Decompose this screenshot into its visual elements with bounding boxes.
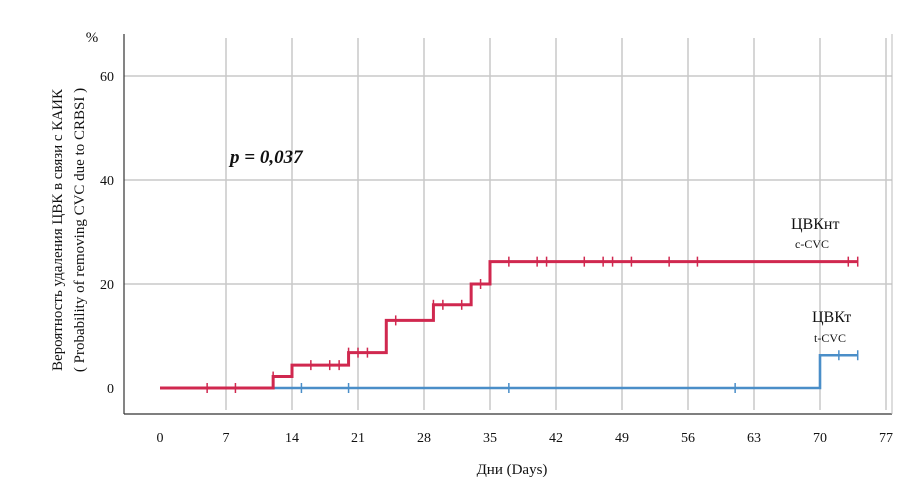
legend-cvc-t-main: ЦВКт [812, 309, 851, 326]
x-tick-label: 7 [223, 431, 230, 446]
x-tick-labels: 0 7 14 21 28 35 42 49 56 63 70 77 [157, 431, 894, 446]
x-tick-label: 21 [351, 431, 365, 446]
y-tick-label: 20 [100, 278, 114, 293]
grid-lines [124, 38, 892, 410]
series-line-c-cvc [160, 260, 858, 390]
x-tick-label: 70 [813, 431, 827, 446]
legend-cvc-t-sub: t-CVC [814, 331, 846, 345]
x-tick-label: 49 [615, 431, 629, 446]
y-tick-labels: 0 20 40 60 [100, 70, 114, 397]
x-tick-label: 63 [747, 431, 761, 446]
x-tick-label: 42 [549, 431, 563, 446]
y-axis-label-ru: Вероятность удаления ЦВК в связи с КАИК [50, 88, 66, 371]
y-tick-label: 40 [100, 174, 114, 189]
legend-cvc-nt-main: ЦВКнт [791, 216, 839, 233]
legend-cvc-nt-sub: c-CVC [795, 237, 829, 251]
x-tick-label: 28 [417, 431, 431, 446]
x-tick-label: 14 [285, 431, 299, 446]
p-value-annotation: p = 0,037 [228, 147, 304, 168]
y-tick-label: 60 [100, 70, 114, 85]
axes [123, 34, 893, 415]
y-unit-label: % [86, 30, 99, 46]
x-tick-label: 56 [681, 431, 695, 446]
y-axis-label-en: ( Probability of removing CVC due to CRB… [72, 88, 88, 372]
y-tick-label: 0 [107, 382, 114, 397]
x-axis-label: Дни (Days) [477, 462, 548, 478]
x-tick-label: 0 [157, 431, 164, 446]
x-tick-label: 35 [483, 431, 497, 446]
series-group [160, 256, 859, 393]
x-tick-label: 77 [879, 431, 893, 446]
